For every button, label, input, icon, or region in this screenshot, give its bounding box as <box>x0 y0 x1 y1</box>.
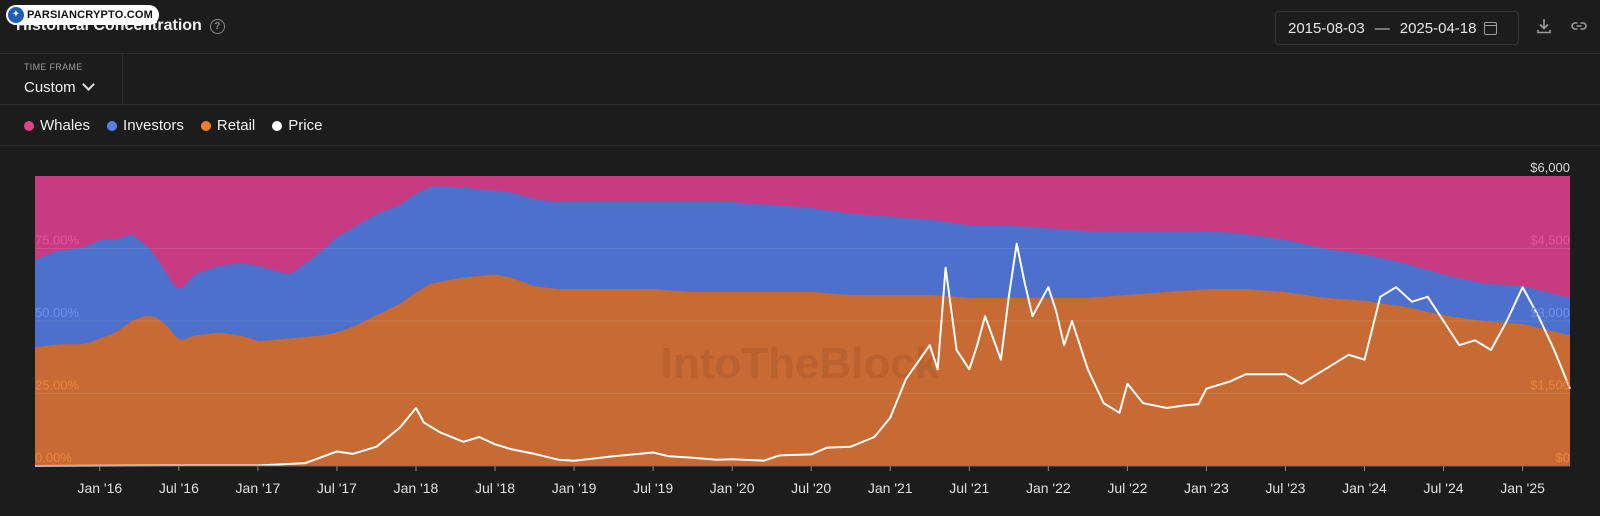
date-start[interactable]: 2015-08-03 <box>1288 19 1365 37</box>
x-tick-label: Jan '17 <box>236 480 281 496</box>
y-left-tick-label: 0.00% <box>35 450 72 465</box>
calendar-icon[interactable] <box>1484 21 1498 35</box>
time-frame-row: TIME FRAME Custom <box>0 54 1600 105</box>
legend-item-retail[interactable]: Retail <box>200 117 256 134</box>
time-frame-value-text[interactable]: Custom <box>24 79 76 96</box>
x-tick-label: Jan '16 <box>77 480 122 496</box>
y-right-tick-label: $1,500 <box>1530 378 1570 393</box>
x-tick-label: Jan '24 <box>1342 480 1387 496</box>
legend-dot-retail <box>200 120 211 131</box>
legend-label-investors: Investors <box>123 117 184 134</box>
help-icon[interactable]: ? <box>209 18 225 34</box>
x-tick-label: Jan '23 <box>1184 480 1229 496</box>
x-tick-label: Jan '20 <box>710 480 755 496</box>
legend-item-investors[interactable]: Investors <box>107 117 184 134</box>
legend-label-price: Price <box>288 117 323 134</box>
y-left-tick-label: 75.00% <box>35 233 80 248</box>
legend-dot-whales <box>24 120 34 131</box>
legend: Whales Investors Retail Price <box>24 117 339 134</box>
legend-dot-price <box>272 120 283 131</box>
y-right-tick-label: $4,500 <box>1530 233 1570 248</box>
price-line <box>34 242 1571 467</box>
x-tick-label: Jul '23 <box>1265 480 1305 496</box>
y-left-tick-label: 25.00% <box>35 378 80 393</box>
y-right-tick-label: $6,000 <box>1530 160 1570 175</box>
x-tick-label: Jul '18 <box>475 480 515 496</box>
x-tick-label: Jul '24 <box>1424 480 1464 496</box>
x-tick-label: Jul '19 <box>633 480 673 496</box>
badge-logo-icon: ✦ <box>8 7 24 23</box>
legend-label-whales: Whales <box>40 117 91 134</box>
legend-item-whales[interactable]: Whales <box>24 117 90 134</box>
watermark-text: IntoTheBlock <box>661 339 940 388</box>
site-badge: ✦ PARSIANCRYPTO.COM <box>6 5 160 25</box>
x-tick-label: Jan '19 <box>552 480 597 496</box>
legend-label-retail: Retail <box>216 117 256 134</box>
legend-dot-investors <box>107 120 118 131</box>
y-left-tick-label: 50.00% <box>35 305 80 320</box>
x-tick-label: Jul '16 <box>159 480 199 496</box>
time-frame-selector[interactable]: TIME FRAME Custom <box>0 54 123 104</box>
badge-text: PARSIANCRYPTO.COM <box>27 9 154 21</box>
x-tick-label: Jul '21 <box>949 480 989 496</box>
x-tick-label: Jan '25 <box>1500 480 1545 496</box>
time-frame-label: TIME FRAME <box>24 62 83 72</box>
chevron-down-icon[interactable] <box>81 78 95 91</box>
link-icon[interactable] <box>1570 17 1588 35</box>
date-separator: — <box>1374 19 1390 37</box>
x-tick-label: Jul '17 <box>317 480 357 496</box>
date-end[interactable]: 2025-04-18 <box>1399 19 1477 37</box>
time-frame-value[interactable]: Custom <box>24 78 95 96</box>
y-right-tick-label: $0 <box>1556 450 1570 465</box>
download-icon[interactable] <box>1535 17 1553 35</box>
header-bar: Historical Concentration ? ✦ PARSIANCRYP… <box>0 0 1600 54</box>
date-range-picker[interactable]: 2015-08-03 — 2025-04-18 <box>1275 11 1519 45</box>
legend-item-price[interactable]: Price <box>272 117 322 134</box>
y-right-tick-label: $3,000 <box>1530 305 1570 320</box>
concentration-chart[interactable]: IntoTheBlock 0.00% 25.00% 50.00% 75.00% $0 $1,… <box>0 146 1600 516</box>
retail-area <box>35 274 1570 466</box>
x-tick-label: Jul '20 <box>791 480 831 496</box>
x-tick-label: Jan '21 <box>868 480 913 496</box>
x-tick-label: Jul '22 <box>1107 480 1147 496</box>
x-tick-label: Jan '22 <box>1026 480 1071 496</box>
legend-row: Whales Investors Retail Price <box>0 105 1600 146</box>
x-tick-label: Jan '18 <box>394 480 439 496</box>
